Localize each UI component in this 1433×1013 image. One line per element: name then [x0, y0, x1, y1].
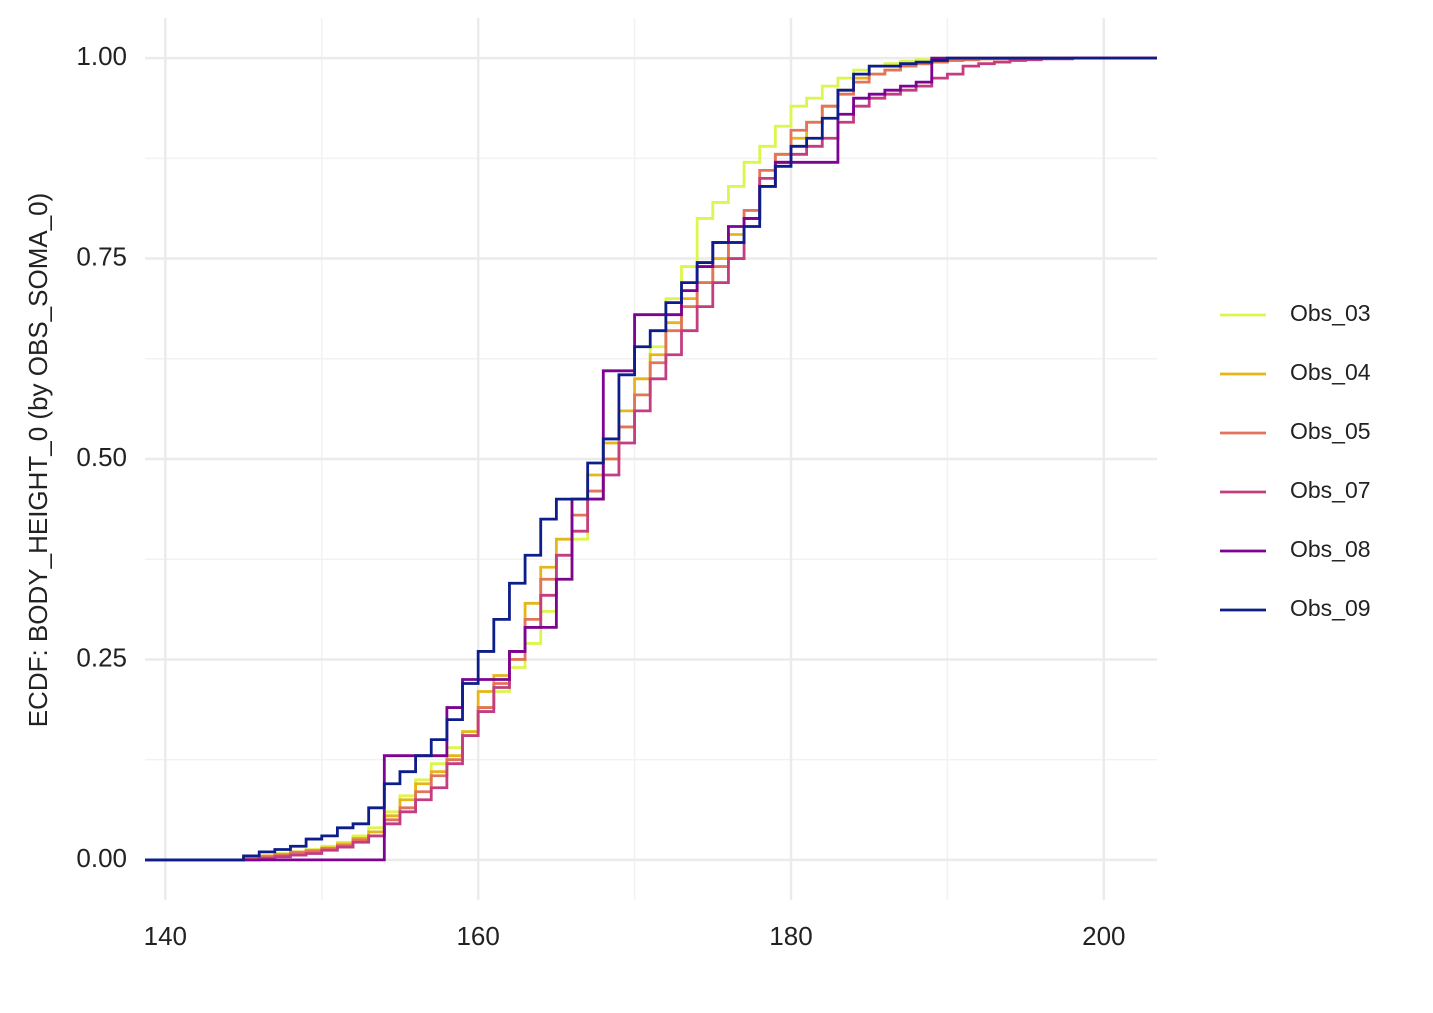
ecdf-line	[145, 56, 1157, 862]
y-tick-label: 0.00	[76, 843, 127, 873]
x-tick-label: 200	[1082, 921, 1125, 951]
ecdf-line	[145, 56, 1157, 862]
legend-label: Obs_05	[1290, 418, 1371, 444]
legend-label: Obs_09	[1290, 595, 1371, 621]
y-tick-label: 0.50	[76, 442, 127, 472]
y-tick-label: 0.75	[76, 241, 127, 271]
legend-label: Obs_03	[1290, 300, 1371, 326]
x-tick-label: 160	[456, 921, 499, 951]
y-tick-label: 1.00	[76, 41, 127, 71]
y-tick-label: 0.25	[76, 642, 127, 672]
x-tick-label: 180	[769, 921, 812, 951]
legend-label: Obs_08	[1290, 536, 1371, 562]
legend-label: Obs_07	[1290, 477, 1371, 503]
x-tick-label: 140	[144, 921, 187, 951]
y-axis-title: ECDF: BODY_HEIGHT_0 (by OBS_SOMA_0)	[23, 193, 53, 728]
ecdf-line	[145, 56, 1157, 862]
legend-label: Obs_04	[1290, 359, 1371, 385]
ecdf-line	[145, 56, 1157, 862]
